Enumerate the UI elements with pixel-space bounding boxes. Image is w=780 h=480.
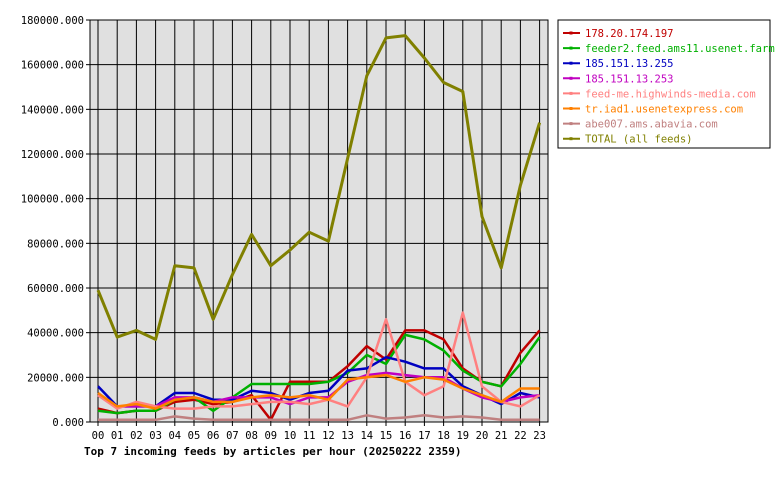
x-tick-label: 03 (149, 430, 162, 442)
x-tick-label: 14 (360, 430, 373, 442)
x-tick-label: 19 (456, 430, 469, 442)
x-tick-label: 22 (514, 430, 527, 442)
legend-swatch-marker (569, 61, 573, 65)
x-tick-label: 18 (437, 430, 450, 442)
x-tick-label: 06 (207, 430, 220, 442)
series-line (97, 311, 541, 410)
x-tick-label: 17 (418, 430, 431, 442)
series-line (96, 34, 542, 341)
x-tick-label: 01 (111, 430, 124, 442)
legend-box (557, 19, 771, 149)
y-tick-label: 40000.000 (27, 328, 84, 340)
legend: 178.20.174.197 feeder2.feed.ams11.usenet.… (557, 19, 775, 149)
y-tick-label: 120000.000 (21, 149, 84, 161)
x-tick-label: 11 (303, 430, 316, 442)
x-tick-label: 13 (341, 430, 354, 442)
x-tick-label: 23 (533, 430, 546, 442)
chart-caption: Top 7 incoming feeds by articles per hou… (84, 445, 462, 458)
legend-label: abe007.ams.abavia.com (585, 119, 718, 131)
legend-swatch-marker (569, 137, 573, 141)
legend-label: 185.151.13.255 (585, 58, 674, 70)
series-line (98, 414, 540, 422)
y-tick-label: 100000.000 (21, 194, 84, 206)
x-tick-label: 20 (476, 430, 489, 442)
series-line (97, 355, 540, 408)
legend-swatch-marker (569, 76, 573, 80)
x-tick-label: 15 (380, 430, 393, 442)
legend-swatch-marker (569, 46, 573, 50)
y-axis-ticks: 0.000 20000.000 40000.000 60000.000 80000.00… (21, 15, 90, 429)
plot-background (90, 20, 548, 422)
legend-label: TOTAL (all feeds) (585, 134, 692, 146)
legend-swatch-marker (569, 31, 573, 35)
y-tick-label: 140000.000 (21, 104, 84, 116)
legend-label: feed-me.highwinds-media.com (585, 88, 756, 100)
legend-label: 178.20.174.197 (585, 28, 674, 40)
x-tick-label: 21 (495, 430, 508, 442)
y-tick-label: 160000.000 (21, 60, 84, 72)
legend-swatch-marker (569, 91, 573, 95)
legend-label: tr.iad1.usenetexpress.com (585, 104, 743, 116)
x-tick-label: 10 (284, 430, 297, 442)
legend-swatch-marker (569, 122, 573, 126)
plot-frame (89, 19, 549, 423)
legend-swatch-marker (569, 107, 573, 110)
x-tick-label: 09 (264, 430, 277, 442)
legend-label: feeder2.feed.ams11.usenet.farm (585, 43, 775, 55)
series-lines (96, 34, 542, 422)
x-tick-label: 00 (92, 430, 105, 442)
y-tick-label: 60000.000 (27, 283, 84, 295)
x-tick-label: 16 (399, 430, 412, 442)
y-tick-label: 0.000 (52, 417, 84, 429)
y-tick-label: 180000.000 (21, 15, 84, 27)
legend-label: 185.151.13.253 (585, 73, 674, 85)
y-tick-label: 80000.000 (27, 238, 84, 250)
x-axis-ticks: 00 01 02 03 04 05 06 07 08 09 10 11 12 13 14 15 16 17 18 19… (92, 422, 546, 442)
x-tick-label: 08 (245, 430, 258, 442)
x-tick-label: 12 (322, 430, 335, 442)
x-tick-label: 02 (130, 430, 143, 442)
y-tick-label: 20000.000 (27, 372, 84, 384)
x-tick-label: 05 (188, 430, 201, 442)
series-line (97, 373, 540, 410)
x-tick-label: 07 (226, 430, 239, 442)
x-tick-label: 04 (168, 430, 181, 442)
